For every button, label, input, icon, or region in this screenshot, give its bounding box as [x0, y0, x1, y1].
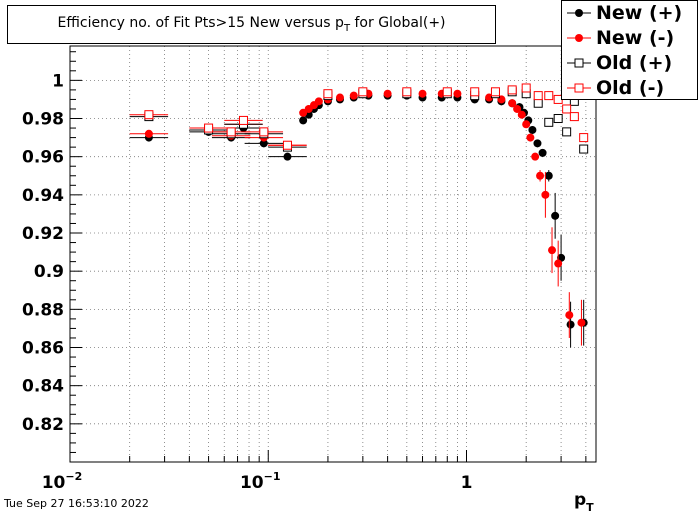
data-point	[569, 112, 579, 122]
axes: 0.82 0.84 0.86 0.88 0.9 0.92 0.94 0.96 0.98 1 10−2…	[22, 51, 587, 493]
data-point	[349, 91, 358, 100]
data-point	[538, 148, 547, 157]
data-point	[517, 110, 526, 119]
data-point	[259, 139, 268, 148]
data-point	[533, 91, 543, 101]
y-tick-label: 0.98	[22, 110, 64, 130]
chart-title-box: Efficiency no. of Fit Pts>15 New versus …	[7, 5, 496, 44]
y-tick-label: 0.88	[22, 300, 64, 320]
series-2	[129, 87, 589, 154]
data-point	[533, 98, 543, 108]
data-point	[554, 259, 563, 268]
data-point	[335, 93, 344, 102]
y-tick-label: 0.92	[22, 224, 64, 244]
legend: New (+) New (-) Old (+) Old (-)	[561, 0, 698, 100]
legend-label: New (-)	[596, 27, 675, 49]
data-point	[513, 104, 522, 113]
chart-title-main: Efficiency no. of Fit Pts>15 New versus …	[57, 15, 344, 31]
data-point	[402, 87, 412, 97]
timestamp: Tue Sep 27 16:53:10 2022	[4, 497, 149, 510]
data-point	[521, 83, 531, 93]
data-point	[562, 104, 572, 114]
data-point	[544, 91, 554, 101]
x-axis-title-subscript: T	[586, 501, 594, 514]
data-point	[323, 89, 333, 99]
data-point	[442, 87, 452, 97]
legend-item-old-plus: Old (+)	[562, 51, 697, 76]
x-tick-label: 10−2	[42, 470, 83, 493]
legend-label: Old (-)	[596, 77, 665, 99]
data-point	[548, 246, 557, 255]
data-point	[541, 190, 550, 199]
data-point	[238, 115, 248, 125]
legend-item-new-plus: New (+)	[562, 1, 697, 26]
filled-circle-icon	[567, 9, 591, 17]
y-tick-label: 0.96	[22, 148, 64, 168]
chart-title-suffix: for Global(+)	[350, 15, 446, 31]
data-point	[204, 123, 214, 133]
data-point	[299, 116, 308, 125]
y-tick-label: 1	[52, 71, 64, 91]
data-point	[566, 320, 575, 329]
data-point	[418, 89, 427, 98]
series-layer	[129, 83, 589, 348]
y-tick-label: 0.94	[22, 186, 64, 206]
data-point	[562, 127, 572, 137]
y-tick-label: 0.9	[34, 262, 64, 282]
legend-label: New (+)	[596, 2, 683, 24]
data-point	[144, 110, 154, 120]
data-point	[536, 171, 545, 180]
data-point	[579, 144, 589, 154]
grid-lines	[70, 46, 596, 462]
open-square-icon	[567, 83, 591, 93]
data-point	[314, 97, 323, 106]
legend-label: Old (+)	[596, 52, 673, 74]
y-tick-label: 0.82	[22, 415, 64, 435]
data-point	[453, 89, 462, 98]
x-tick-label: 1	[461, 473, 473, 493]
data-point	[508, 99, 517, 108]
data-point	[358, 87, 368, 97]
data-point	[283, 152, 292, 161]
y-tick-label: 0.86	[22, 339, 64, 359]
data-point	[526, 133, 535, 142]
x-axis-title: pT	[574, 490, 594, 514]
data-point	[507, 85, 517, 95]
data-point	[282, 140, 292, 150]
data-point	[226, 127, 236, 137]
legend-item-new-minus: New (-)	[562, 26, 697, 51]
data-point	[490, 87, 500, 97]
chart-title-subscript: T	[343, 22, 351, 34]
data-point	[577, 318, 586, 327]
open-square-icon	[567, 58, 591, 68]
series-3	[129, 83, 589, 150]
data-point	[565, 311, 574, 320]
data-point	[383, 89, 392, 98]
legend-item-old-minus: Old (-)	[562, 76, 697, 101]
data-point	[531, 152, 540, 161]
filled-circle-icon	[567, 34, 591, 42]
data-point	[533, 139, 542, 148]
data-point	[553, 114, 563, 124]
plot-frame	[69, 45, 597, 463]
data-point	[259, 127, 269, 137]
chart-title: Efficiency no. of Fit Pts>15 New versus …	[8, 15, 495, 34]
x-tick-label: 10−1	[240, 470, 281, 493]
data-point	[522, 120, 531, 129]
data-point	[551, 211, 560, 220]
data-point	[544, 171, 553, 180]
data-point	[528, 125, 537, 134]
y-tick-label: 0.84	[22, 377, 64, 397]
data-point	[544, 117, 554, 127]
data-point	[579, 133, 589, 143]
data-point	[470, 87, 480, 97]
data-point	[144, 129, 153, 138]
